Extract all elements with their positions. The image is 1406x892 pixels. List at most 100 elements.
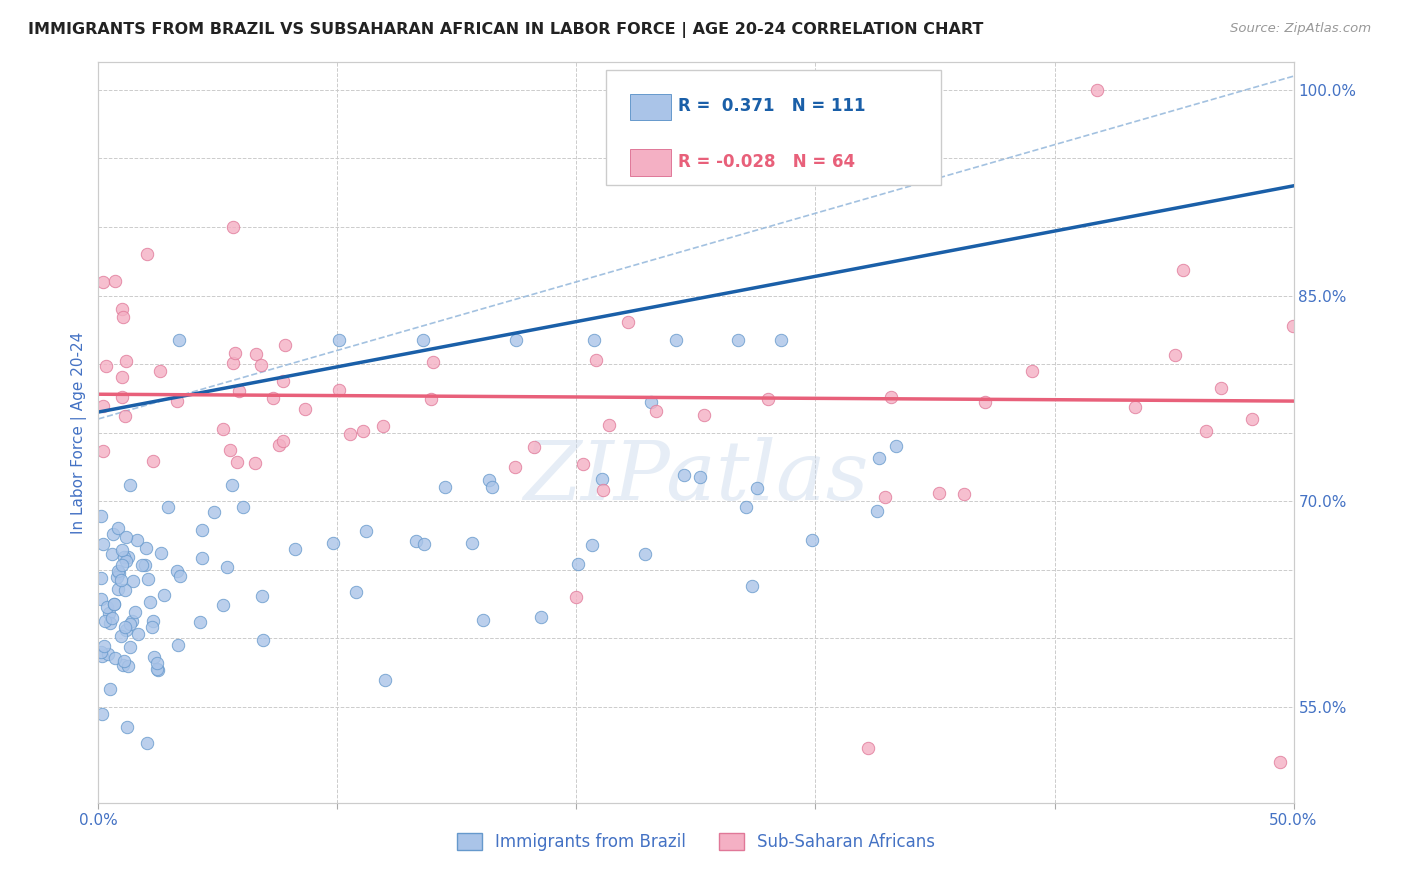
Point — [405, 534, 427, 549]
Point — [212, 599, 235, 613]
Point — [371, 418, 394, 433]
Point — [202, 505, 225, 519]
Point — [354, 524, 377, 539]
Point — [1268, 755, 1291, 769]
Point — [103, 597, 125, 611]
Point — [800, 533, 823, 547]
Point — [221, 478, 243, 492]
Point — [218, 443, 240, 458]
Point — [150, 546, 173, 560]
Point — [142, 615, 165, 629]
Point — [111, 370, 134, 384]
Point — [91, 275, 114, 289]
Y-axis label: In Labor Force | Age 20-24: In Labor Force | Age 20-24 — [72, 332, 87, 533]
Point — [110, 573, 132, 587]
Point — [217, 560, 239, 574]
Point — [745, 481, 768, 495]
Point — [422, 354, 444, 368]
Point — [886, 439, 908, 453]
Point — [110, 629, 132, 643]
Point — [284, 542, 307, 557]
FancyBboxPatch shape — [630, 94, 671, 120]
Point — [353, 424, 375, 438]
Point — [115, 530, 138, 544]
Point — [645, 404, 668, 418]
Point — [756, 392, 779, 406]
Point — [98, 682, 121, 697]
Point — [869, 450, 891, 465]
Point — [117, 719, 139, 733]
Point — [107, 582, 129, 596]
Text: R =  0.371   N = 111: R = 0.371 N = 111 — [678, 97, 866, 115]
Point — [689, 469, 711, 483]
Point — [481, 480, 503, 494]
FancyBboxPatch shape — [630, 149, 671, 176]
Point — [166, 394, 188, 409]
Point — [567, 558, 589, 572]
FancyBboxPatch shape — [606, 70, 941, 185]
Text: R = -0.028   N = 64: R = -0.028 N = 64 — [678, 153, 855, 170]
Point — [505, 333, 527, 347]
Point — [90, 645, 112, 659]
Text: Source: ZipAtlas.com: Source: ZipAtlas.com — [1230, 22, 1371, 36]
Point — [111, 310, 134, 324]
Legend: Immigrants from Brazil, Sub-Saharan Africans: Immigrants from Brazil, Sub-Saharan Afri… — [450, 826, 942, 857]
Point — [114, 554, 136, 568]
Point — [1123, 401, 1146, 415]
Point — [91, 443, 114, 458]
Point — [166, 564, 188, 578]
Point — [267, 437, 290, 451]
Point — [1164, 348, 1187, 362]
Point — [112, 549, 135, 564]
Point — [145, 662, 167, 676]
Point — [273, 434, 295, 448]
Point — [115, 623, 138, 637]
Point — [634, 547, 657, 561]
Point — [90, 706, 112, 721]
Point — [107, 521, 129, 535]
Point — [91, 399, 114, 413]
Point — [105, 570, 128, 584]
Point — [90, 571, 112, 585]
Point — [271, 375, 294, 389]
Point — [413, 537, 436, 551]
Point — [121, 614, 143, 628]
Point — [114, 620, 136, 634]
Point — [111, 543, 134, 558]
Point — [152, 588, 174, 602]
Point — [101, 527, 124, 541]
Point — [111, 390, 134, 404]
Point — [585, 352, 607, 367]
Point — [101, 611, 124, 625]
Point — [1021, 364, 1043, 378]
Point — [1171, 262, 1194, 277]
Point — [120, 617, 142, 632]
Point — [665, 333, 688, 347]
Point — [120, 478, 142, 492]
Point — [141, 620, 163, 634]
Point — [166, 638, 188, 652]
Point — [112, 654, 135, 668]
Point — [692, 408, 714, 422]
Point — [104, 274, 127, 288]
Point — [673, 467, 696, 482]
Point — [530, 610, 553, 624]
Point — [856, 741, 879, 756]
Point — [873, 490, 896, 504]
Point — [146, 663, 169, 677]
Point — [412, 333, 434, 347]
Point — [974, 394, 997, 409]
Point — [121, 574, 143, 588]
Point — [222, 219, 245, 234]
Point — [188, 615, 211, 629]
Point — [250, 590, 273, 604]
Point — [598, 417, 620, 432]
Point — [221, 356, 243, 370]
Point — [111, 558, 134, 573]
Point — [617, 315, 640, 329]
Point — [592, 483, 614, 498]
Point — [115, 354, 138, 368]
Point — [114, 583, 136, 598]
Point — [103, 597, 125, 611]
Point — [93, 614, 115, 628]
